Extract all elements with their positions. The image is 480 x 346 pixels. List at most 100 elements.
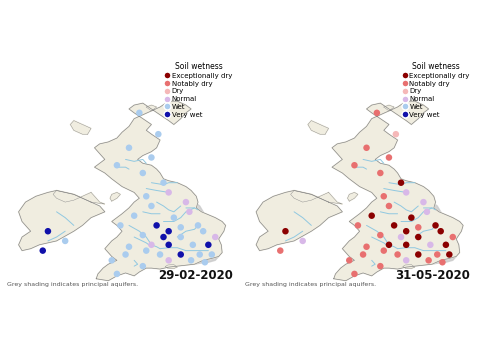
Point: [113, 271, 121, 277]
Polygon shape: [256, 190, 342, 251]
Point: [376, 170, 384, 176]
Point: [363, 145, 371, 151]
Point: [299, 238, 307, 244]
Point: [385, 242, 393, 248]
Point: [117, 222, 124, 228]
Point: [368, 213, 375, 218]
Point: [346, 257, 353, 263]
Polygon shape: [165, 265, 177, 268]
Point: [139, 170, 146, 176]
Point: [165, 242, 172, 248]
Point: [385, 155, 393, 160]
Point: [423, 209, 431, 215]
Point: [186, 209, 193, 215]
Text: Grey shading indicates principal aquifers.: Grey shading indicates principal aquifer…: [245, 282, 376, 287]
Point: [276, 248, 284, 253]
Point: [350, 271, 358, 277]
Point: [380, 193, 388, 199]
Point: [402, 190, 410, 195]
Polygon shape: [290, 190, 342, 204]
Point: [187, 257, 195, 263]
Point: [165, 257, 172, 263]
Point: [211, 234, 219, 240]
Point: [282, 228, 289, 234]
Point: [147, 155, 155, 160]
Point: [402, 242, 410, 248]
Point: [113, 163, 121, 168]
Point: [131, 213, 138, 218]
Text: 31-05-2020: 31-05-2020: [396, 270, 470, 282]
Point: [147, 242, 155, 248]
Polygon shape: [308, 121, 329, 134]
Polygon shape: [411, 249, 446, 258]
Point: [439, 260, 446, 265]
Legend: Exceptionally dry, Notably dry, Dry, Normal, Wet, Very wet: Exceptionally dry, Notably dry, Dry, Nor…: [401, 60, 472, 120]
Point: [61, 238, 69, 244]
Polygon shape: [181, 255, 219, 264]
Point: [445, 252, 453, 257]
Point: [427, 242, 434, 248]
Point: [432, 222, 439, 228]
Point: [194, 222, 202, 228]
Point: [402, 228, 410, 234]
Polygon shape: [403, 265, 415, 268]
Point: [402, 257, 410, 263]
Point: [442, 242, 450, 248]
Point: [414, 234, 422, 240]
Polygon shape: [151, 231, 190, 249]
Point: [376, 263, 384, 269]
Point: [208, 252, 216, 257]
Point: [135, 110, 143, 116]
Point: [394, 252, 401, 257]
Point: [201, 260, 209, 265]
Polygon shape: [389, 231, 427, 249]
Polygon shape: [418, 255, 456, 264]
Point: [354, 222, 362, 228]
Legend: Exceptionally dry, Notably dry, Dry, Normal, Wet, Very wet: Exceptionally dry, Notably dry, Dry, Nor…: [163, 60, 234, 120]
Point: [122, 252, 130, 257]
Text: 29-02-2020: 29-02-2020: [158, 270, 233, 282]
Point: [165, 228, 172, 234]
Point: [177, 225, 185, 230]
Polygon shape: [418, 202, 441, 221]
Polygon shape: [174, 249, 208, 258]
Point: [385, 203, 393, 209]
Text: Grey shading indicates principal aquifers.: Grey shading indicates principal aquifer…: [7, 282, 138, 287]
Polygon shape: [95, 101, 226, 281]
Point: [199, 228, 207, 234]
Point: [139, 232, 146, 238]
Point: [363, 244, 371, 249]
Polygon shape: [53, 190, 105, 204]
Polygon shape: [181, 202, 203, 221]
Point: [155, 131, 162, 137]
Point: [376, 232, 384, 238]
Point: [397, 180, 405, 185]
Point: [160, 180, 168, 185]
Point: [433, 252, 441, 257]
Point: [397, 234, 405, 240]
Point: [437, 228, 444, 234]
Point: [160, 234, 168, 240]
Point: [182, 199, 190, 205]
Point: [177, 252, 185, 257]
Point: [143, 248, 150, 253]
Point: [373, 110, 381, 116]
Point: [204, 242, 212, 248]
Polygon shape: [146, 105, 156, 111]
Point: [165, 190, 172, 195]
Point: [408, 215, 415, 220]
Point: [392, 131, 400, 137]
Polygon shape: [19, 190, 105, 251]
Point: [153, 222, 160, 228]
Point: [420, 199, 427, 205]
Point: [350, 163, 358, 168]
Polygon shape: [332, 101, 463, 281]
Point: [147, 203, 155, 209]
Polygon shape: [348, 192, 358, 201]
Point: [380, 248, 388, 253]
Point: [196, 252, 204, 257]
Point: [414, 225, 422, 230]
Point: [156, 252, 164, 257]
Point: [125, 244, 133, 249]
Polygon shape: [384, 105, 394, 111]
